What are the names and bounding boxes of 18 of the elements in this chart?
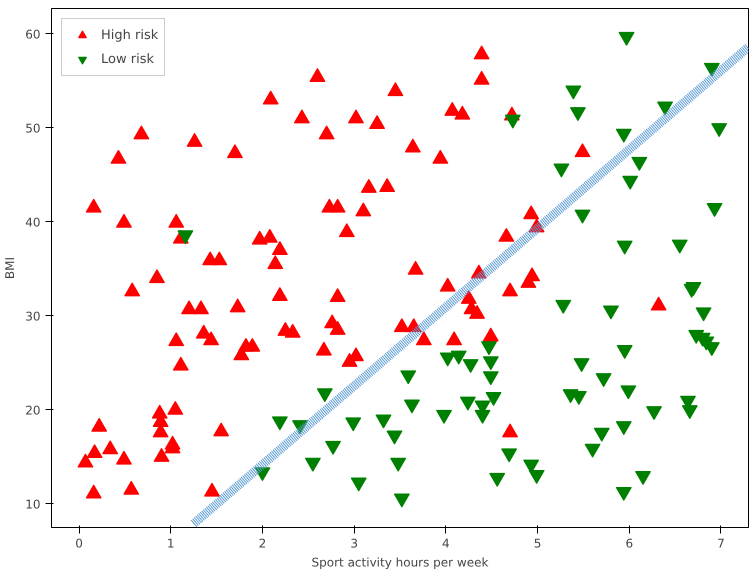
legend-label: High risk [101,28,158,42]
x-tick-label: 0 [75,536,83,550]
x-tick-label: 4 [442,536,450,550]
x-tick-label: 3 [350,536,358,550]
x-tick-label: 2 [258,536,266,550]
x-tick-label: 1 [166,536,175,550]
x-tick-label: 7 [717,536,725,550]
y-tick-label: 30 [25,309,41,324]
y-tick-label: 20 [25,403,41,418]
y-tick-label: 40 [25,215,41,230]
y-tick-label: 10 [25,497,41,512]
x-tick-label: 5 [534,536,542,550]
y-axis-title: BMI [3,256,18,280]
x-tick-label: 6 [625,536,634,550]
y-tick-label: 50 [25,121,41,136]
x-axis-title: Sport activity hours per week [312,556,489,570]
y-tick-label: 60 [25,27,41,42]
legend-label: Low risk [101,52,154,66]
